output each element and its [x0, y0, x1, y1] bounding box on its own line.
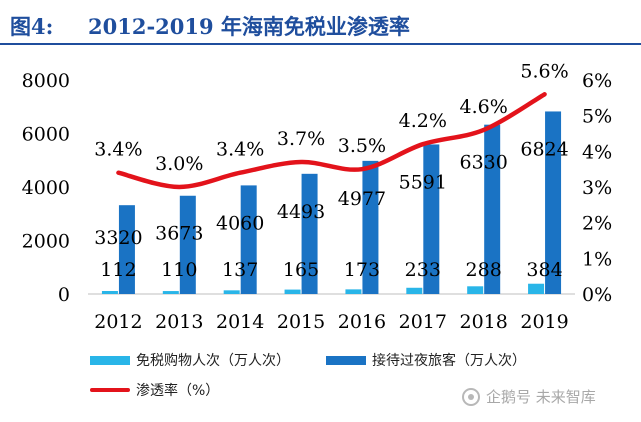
y-left-tick-label: 6000	[22, 124, 70, 146]
x-tick-label: 2019	[520, 311, 568, 333]
bar-series1	[345, 289, 362, 294]
data-label-series2: 4977	[338, 188, 386, 210]
x-tick-label: 2015	[277, 311, 325, 333]
watermark-icon	[462, 387, 480, 406]
bar-series1	[284, 289, 301, 294]
bar-series2	[118, 205, 135, 294]
bar-series1	[101, 291, 118, 294]
chart-title: 2012-2019 年海南免税业渗透率	[88, 14, 410, 39]
bar-series2	[362, 160, 379, 294]
y-left-tick-label: 8000	[22, 70, 70, 92]
data-label-series2: 4060	[216, 212, 264, 234]
data-label-series1: 112	[100, 259, 136, 281]
bar-series2	[301, 173, 318, 294]
figure-header: 图4: 2012-2019 年海南免税业渗透率	[0, 0, 641, 44]
data-label-series1: 173	[344, 259, 380, 281]
bar-series1	[406, 287, 423, 294]
data-label-series3: 4.2%	[399, 110, 447, 132]
legend-item-series3: 渗透率（%）	[90, 380, 219, 400]
bar-series2	[240, 185, 257, 294]
bar-series1	[223, 290, 240, 294]
bar-series2	[484, 124, 501, 294]
data-label-series3: 3.0%	[155, 153, 203, 175]
data-label-series3: 4.6%	[460, 96, 508, 118]
data-label-series3: 3.7%	[277, 128, 325, 150]
bar-series1	[467, 286, 484, 294]
data-label-series1: 288	[466, 259, 502, 281]
y-right-tick-label: 2%	[582, 213, 612, 235]
x-tick-label: 2016	[338, 311, 386, 333]
data-label-series3: 3.4%	[216, 139, 264, 161]
data-label-series1: 233	[405, 259, 441, 281]
data-label-series1: 110	[161, 259, 197, 281]
y-right-tick-label: 0%	[582, 284, 612, 306]
watermark: 企鹅号 未来智库	[462, 386, 596, 407]
data-label-series1: 165	[283, 259, 319, 281]
data-label-series2: 5591	[399, 171, 447, 193]
y-right-tick-label: 5%	[582, 106, 612, 128]
y-left-tick-label: 2000	[22, 231, 70, 253]
data-label-series2: 4493	[277, 201, 325, 223]
y-right-tick-label: 1%	[582, 248, 612, 270]
x-tick-label: 2014	[216, 311, 264, 333]
legend-swatch-series2	[326, 355, 366, 365]
data-label-series1: 137	[222, 259, 258, 281]
bar-series1	[528, 283, 545, 294]
legend-label-series3: 渗透率（%）	[136, 383, 220, 399]
x-tick-label: 2012	[94, 311, 142, 333]
bar-series2	[423, 144, 440, 294]
data-label-series2: 6824	[520, 138, 568, 160]
data-label-series3: 5.6%	[520, 60, 568, 82]
y-left-tick-label: 4000	[22, 177, 70, 199]
x-tick-label: 2017	[399, 311, 447, 333]
legend-swatch-series1	[90, 355, 130, 365]
bar-series2	[179, 195, 196, 294]
legend-label-series2: 接待过夜旅客（万人次）	[372, 353, 526, 369]
bar-series1	[162, 291, 179, 294]
data-label-series1: 384	[526, 259, 562, 281]
legend-label-series1: 免税购物人次（万人次）	[136, 353, 290, 369]
legend-item-series2: 接待过夜旅客（万人次）	[326, 350, 526, 370]
legend-swatch-series3	[90, 388, 130, 392]
line-series3	[116, 92, 547, 190]
data-label-series3: 3.5%	[338, 135, 386, 157]
y-right-tick-label: 4%	[582, 141, 612, 163]
data-label-series3: 3.4%	[94, 139, 142, 161]
data-label-series2: 6330	[460, 152, 508, 174]
y-right-tick-label: 3%	[582, 177, 612, 199]
x-tick-label: 2018	[460, 311, 508, 333]
data-label-series2: 3673	[155, 223, 203, 245]
figure-label: 图4:	[10, 14, 54, 39]
y-left-tick-label: 0	[58, 284, 70, 306]
watermark-text: 企鹅号 未来智库	[486, 388, 596, 406]
data-label-series2: 3320	[94, 227, 142, 249]
legend-item-series1: 免税购物人次（万人次）	[90, 350, 290, 370]
bar-series2	[545, 111, 562, 294]
title-divider	[0, 43, 641, 45]
x-tick-label: 2013	[155, 311, 203, 333]
y-right-tick-label: 6%	[582, 70, 612, 92]
